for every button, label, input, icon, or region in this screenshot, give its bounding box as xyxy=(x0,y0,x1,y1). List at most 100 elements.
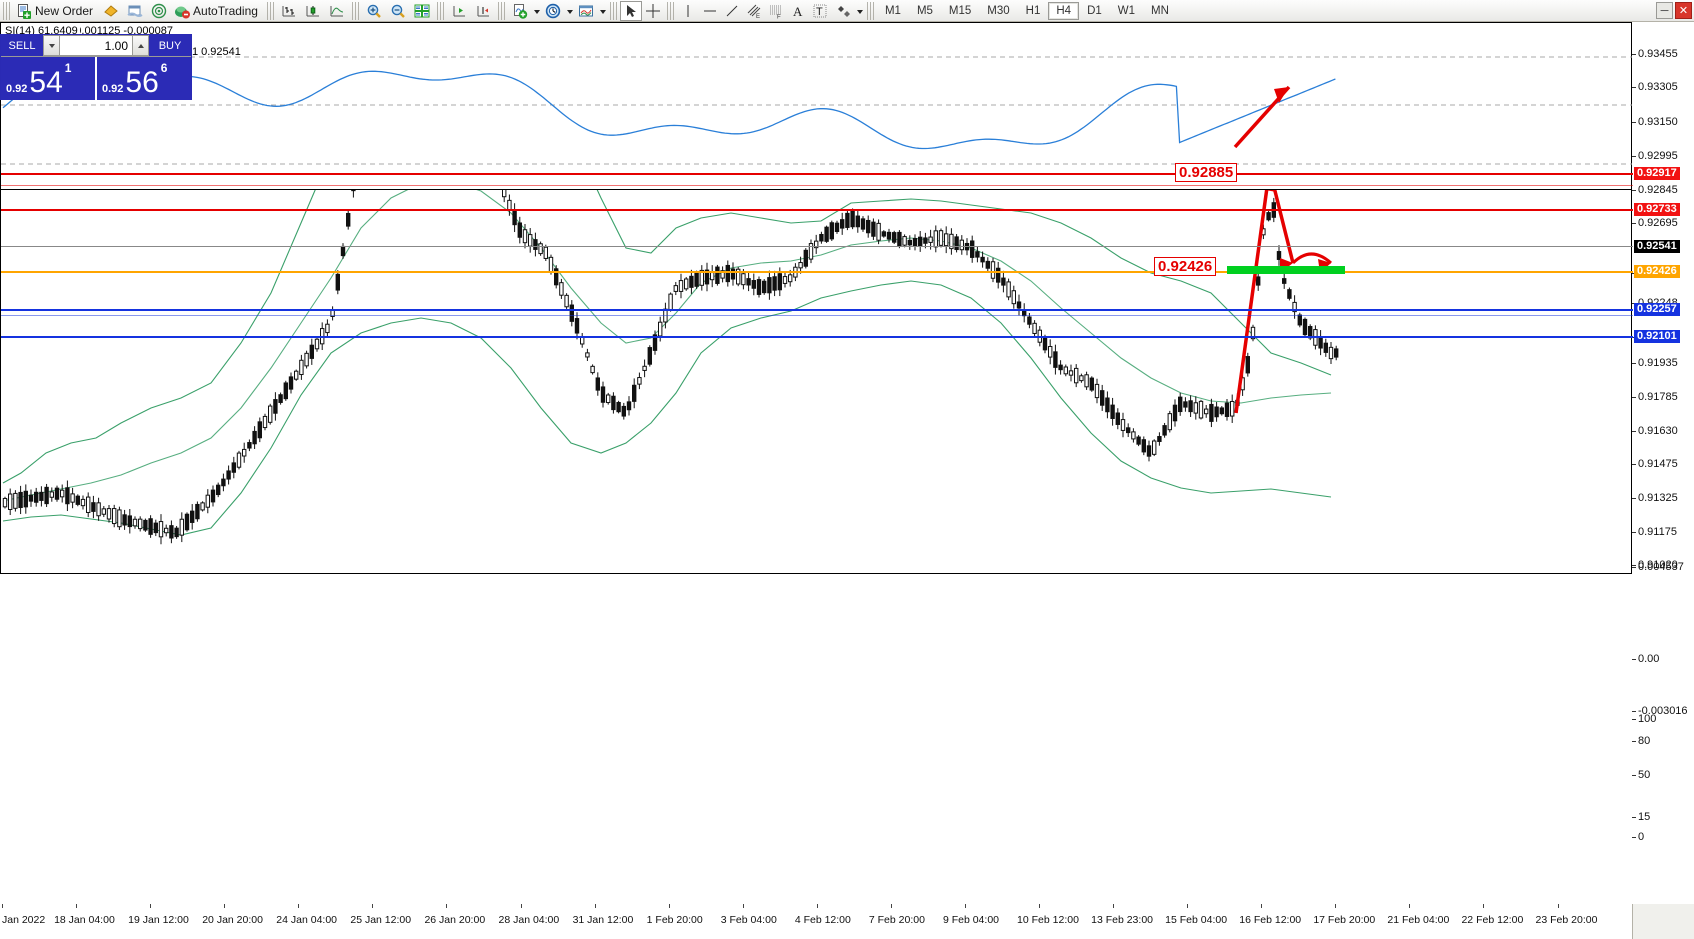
auto-trading-label: AutoTrading xyxy=(193,3,258,18)
last-price-line xyxy=(1,246,1633,247)
timeframe-m30[interactable]: M30 xyxy=(987,4,1010,17)
timeframe-d1[interactable]: D1 xyxy=(1087,4,1102,17)
buy-price-pips: 56 xyxy=(125,66,159,99)
pivot-line[interactable] xyxy=(1,271,1633,273)
zoom-out-button[interactable] xyxy=(386,1,410,21)
indicators-icon xyxy=(512,3,528,19)
indicators-dropdown-arrow[interactable] xyxy=(532,3,541,19)
timeframe-m15[interactable]: M15 xyxy=(948,4,972,17)
crosshair-icon xyxy=(645,3,661,19)
sell-price-fraction: 1 xyxy=(64,61,72,75)
data-window-button[interactable] xyxy=(123,1,147,21)
time-label: 20 Jan 20:00 xyxy=(202,914,263,926)
price-axis[interactable]: 0.93455 0.93305 0.93150 0.92995 0.92845 0.926… xyxy=(1632,22,1694,904)
sell-price-button[interactable]: 0.92 54 1 xyxy=(1,57,95,100)
candlestick-chart-icon xyxy=(305,3,321,19)
time-tick xyxy=(594,904,596,908)
candlestick-chart-button[interactable] xyxy=(301,1,325,21)
timeframe-mn[interactable]: MN xyxy=(1151,4,1169,17)
price-tick: 0.91475 xyxy=(1632,459,1678,470)
price-tag-pivot[interactable]: 0.92426 xyxy=(1634,265,1680,278)
bar-chart-button[interactable] xyxy=(277,1,301,21)
time-label: 9 Feb 04:00 xyxy=(942,914,999,926)
grid-button[interactable] xyxy=(410,1,434,21)
price-tag-support[interactable]: 0.92101 xyxy=(1634,330,1680,343)
timeframe-h1[interactable]: H1 xyxy=(1025,4,1041,17)
support-line-1[interactable] xyxy=(1,309,1633,311)
order-panel-quotes: 0.92 54 1 0.92 56 6 xyxy=(1,57,191,100)
lot-increase-button[interactable] xyxy=(132,35,149,56)
lot-size-input[interactable]: 1.00 xyxy=(60,35,132,56)
period-dropdown-arrow[interactable] xyxy=(565,3,574,19)
buy-button-top[interactable]: BUY xyxy=(149,35,191,56)
time-tick xyxy=(150,904,152,908)
time-tick xyxy=(1039,904,1041,908)
text-tool-button[interactable]: A xyxy=(787,1,809,21)
new-order-button[interactable]: New Order xyxy=(13,1,99,21)
price-tag-support[interactable]: 0.92257 xyxy=(1634,303,1680,316)
chart-area[interactable]: USDCHF-,H4 0.92589 0.92600 0.92431 0.925… xyxy=(0,22,1694,939)
period-clock-button[interactable] xyxy=(541,1,565,21)
zoom-in-button[interactable] xyxy=(362,1,386,21)
equidistant-channel-tool-button[interactable]: E xyxy=(743,1,765,21)
line-chart-button[interactable] xyxy=(325,1,349,21)
support-line-2[interactable] xyxy=(1,336,1633,338)
target-zone-marker[interactable] xyxy=(1227,266,1345,274)
resistance-line-2[interactable] xyxy=(1,209,1633,211)
time-tick xyxy=(1483,904,1485,908)
signals-button[interactable] xyxy=(147,1,171,21)
resistance-line-1[interactable] xyxy=(1,173,1633,175)
cursor-tool-button[interactable] xyxy=(619,0,642,21)
vertical-line-tool-button[interactable] xyxy=(677,1,699,21)
price-tag-last-price[interactable]: 0.92541 xyxy=(1634,240,1680,253)
price-tick: 0.92695 xyxy=(1632,218,1678,229)
templates-dropdown-arrow[interactable] xyxy=(598,3,607,19)
buy-price-button[interactable]: 0.92 56 6 xyxy=(95,57,191,100)
time-label: 3 Feb 04:00 xyxy=(720,914,777,926)
text-label-tool-button[interactable]: T xyxy=(809,1,831,21)
time-axis[interactable]: Jan 2022 18 Jan 04:00 19 Jan 12:00 20 Jan 2… xyxy=(0,904,1632,939)
time-label: 7 Feb 20:00 xyxy=(868,914,925,926)
close-button[interactable]: ✕ xyxy=(1675,2,1692,19)
time-label: 15 Feb 04:00 xyxy=(1165,914,1228,926)
draw-objects-dropdown-arrow[interactable] xyxy=(855,3,864,19)
expert-advisor-button[interactable] xyxy=(99,1,123,21)
indicators-button[interactable] xyxy=(508,1,532,21)
draw-objects-button[interactable] xyxy=(831,1,855,21)
timeframe-m5[interactable]: M5 xyxy=(916,4,933,17)
minimize-button[interactable]: ─ xyxy=(1656,2,1673,19)
price-tag-resistance[interactable]: 0.92917 xyxy=(1634,167,1680,180)
horizontal-line-tool-button[interactable] xyxy=(699,1,721,21)
rsi-tick: 80 xyxy=(1632,736,1650,747)
one-click-trading-panel[interactable]: SELL 1.00 BUY 0.92 54 1 0.92 56 6 xyxy=(0,34,192,100)
timeframe-m1[interactable]: M1 xyxy=(884,4,901,17)
fibonacci-tool-button[interactable]: F xyxy=(765,1,787,21)
buy-price-fraction: 6 xyxy=(160,61,168,75)
price-tick: 0.93455 xyxy=(1632,48,1678,60)
rsi-pane[interactable]: SI(14) 61.6409 xyxy=(0,22,1633,190)
rsi-tick: 100 xyxy=(1632,714,1656,725)
time-label: 31 Jan 12:00 xyxy=(572,914,634,926)
period-separators-button[interactable] xyxy=(471,1,495,21)
templates-button[interactable] xyxy=(574,1,598,21)
annotation-price-high[interactable]: 0.92885 xyxy=(1175,163,1238,182)
macd-tick: -0.003016 xyxy=(1632,706,1688,717)
lot-decrease-button[interactable] xyxy=(43,35,60,56)
trendline-tool-button[interactable] xyxy=(721,1,743,21)
price-tag-resistance[interactable]: 0.92733 xyxy=(1634,203,1680,216)
sell-button-top[interactable]: SELL xyxy=(1,35,43,56)
time-label: 23 Feb 20:00 xyxy=(1535,914,1598,926)
rsi-tick: 15 xyxy=(1632,812,1650,823)
main-toolbar: New Order xyxy=(0,0,1694,22)
chart-shift-button[interactable] xyxy=(447,1,471,21)
bar-chart-icon xyxy=(281,3,297,19)
text-icon: A xyxy=(790,3,806,19)
vertical-line-icon xyxy=(680,3,696,19)
auto-trading-button[interactable]: AutoTrading xyxy=(171,1,264,21)
time-label: 19 Jan 12:00 xyxy=(128,914,189,926)
annotation-price-entry[interactable]: 0.92426 xyxy=(1154,257,1217,276)
price-tick: 0.93305 xyxy=(1632,82,1678,93)
timeframe-h4[interactable]: H4 xyxy=(1048,1,1080,20)
timeframe-w1[interactable]: W1 xyxy=(1117,4,1136,17)
crosshair-tool-button[interactable] xyxy=(642,1,664,21)
